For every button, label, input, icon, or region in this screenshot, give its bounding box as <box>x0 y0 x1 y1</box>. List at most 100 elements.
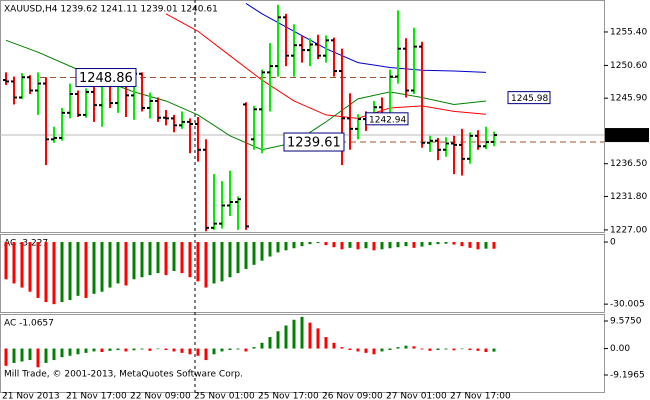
ac-bar <box>124 242 128 286</box>
ac-bar <box>204 242 208 288</box>
y-tick-label: 1245.90 <box>610 94 647 104</box>
ac-bar <box>364 242 368 249</box>
ac-bar <box>180 348 184 353</box>
ac-bar <box>44 242 48 303</box>
y-tick-label: 0.00 <box>610 344 630 354</box>
ac-bar <box>100 242 104 292</box>
ac-bar <box>276 242 280 253</box>
ac-bar <box>196 348 200 356</box>
ac-bar <box>12 348 16 363</box>
price-label-box <box>365 112 409 126</box>
ac-bar <box>116 242 120 284</box>
ac-bar <box>348 348 352 350</box>
ac-bar <box>260 342 264 349</box>
ac-bar <box>44 348 48 363</box>
x-tick-label: 26 Nov 09:00 <box>322 392 383 400</box>
ac-bar <box>380 242 384 250</box>
ac-bar <box>132 242 136 280</box>
panel-title: AC -3.227 <box>4 239 48 249</box>
ac-bar <box>388 242 392 249</box>
ac-bar <box>196 242 200 282</box>
x-tick-label: 21 Nov 17:00 <box>66 392 127 400</box>
ac-bar <box>68 348 72 356</box>
ac-bar <box>452 242 456 245</box>
ac-panel-2 <box>0 314 605 393</box>
y-tick-label: 1227.00 <box>610 225 647 235</box>
moving-average <box>245 2 487 73</box>
ac-bar <box>476 242 480 250</box>
ac-bar <box>116 348 120 350</box>
x-tick-label: 22 Nov 09:00 <box>130 392 191 400</box>
ac-bar <box>20 242 24 288</box>
ac-bar <box>412 346 416 349</box>
ac-bar <box>100 348 104 353</box>
level-label-box <box>283 132 345 152</box>
level-label: 1248.86 <box>79 71 133 86</box>
ac-bar <box>388 348 392 350</box>
current-price-label: 1240.61 <box>608 131 645 141</box>
ac-bar <box>236 348 240 350</box>
ac-bar <box>428 348 432 351</box>
ac-bar <box>36 348 40 368</box>
ac-bar <box>268 337 272 349</box>
level-label-box <box>75 68 137 88</box>
ac-bar <box>268 242 272 257</box>
ac-bar <box>4 348 8 366</box>
ac-bar <box>324 242 328 246</box>
panel-title: AC -1.0657 <box>4 319 54 329</box>
ac-bar <box>20 348 24 362</box>
ac-bar <box>284 242 288 251</box>
y-tick-label: -30.005 <box>610 300 645 310</box>
ac-bar <box>380 348 384 352</box>
ac-bar <box>92 348 96 352</box>
ac-bar <box>172 348 176 352</box>
ac-bar <box>28 348 32 361</box>
ac-bar <box>164 348 168 350</box>
ac-bar <box>76 348 80 355</box>
ac-bar <box>356 348 360 352</box>
ac-bar <box>4 242 8 280</box>
ac-bar <box>220 348 224 352</box>
level-label: 1239.61 <box>287 136 341 151</box>
ac-bar <box>204 348 208 361</box>
y-tick-label: -9.1965 <box>610 371 645 381</box>
ac-bar <box>396 242 400 248</box>
ac-bar <box>52 242 56 305</box>
ac-bar <box>212 242 216 284</box>
ac-bar <box>84 242 88 298</box>
footer: Mill Trade, © 2001-2013, MetaQuotes Soft… <box>4 370 243 380</box>
ac-bar <box>188 242 192 278</box>
ac-bar <box>108 242 112 288</box>
x-tick-label: 21 Nov 2013 <box>2 392 60 400</box>
ac-bar <box>244 348 248 352</box>
price-label: 1242.94 <box>369 115 406 125</box>
ac-bar <box>492 242 496 249</box>
ac-bar <box>364 348 368 353</box>
ac-bar <box>300 242 304 247</box>
ac-bar <box>324 337 328 349</box>
ac-bar <box>420 348 424 350</box>
moving-average <box>165 13 487 119</box>
ac-bar <box>164 242 168 276</box>
x-tick-label: 25 Nov 17:00 <box>258 392 319 400</box>
ac-bar <box>300 316 304 349</box>
ac-bar <box>156 348 160 350</box>
ac-bar <box>228 242 232 278</box>
ac-bar <box>332 342 336 349</box>
ac-bar <box>460 348 464 350</box>
ac-bar <box>340 347 344 349</box>
price-label-box <box>507 91 551 105</box>
ac-bar <box>444 242 448 244</box>
ac-bar <box>220 242 224 282</box>
ac-bar <box>180 242 184 274</box>
ac-bar <box>340 242 344 250</box>
ac-bar <box>436 348 440 350</box>
ac-bar <box>292 319 296 349</box>
ac-bar <box>316 242 320 244</box>
ac-bar <box>212 348 216 355</box>
ac-bar <box>468 348 472 350</box>
y-tick-label: 1255.40 <box>610 27 647 37</box>
